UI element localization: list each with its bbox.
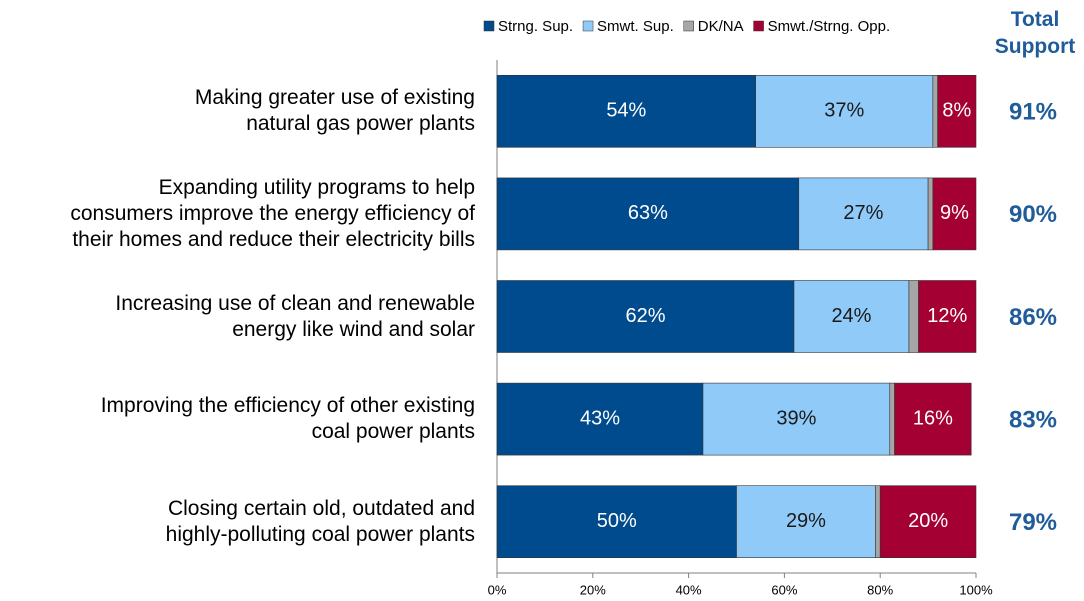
- data-label: 9%: [940, 202, 969, 224]
- legend-swatch: [582, 20, 594, 32]
- x-tick-label: 100%: [959, 582, 993, 597]
- x-tick-label: 0%: [488, 582, 507, 597]
- bar-segment: [496, 75, 756, 148]
- bar-segment: [798, 177, 929, 251]
- category-label: Increasing use of clean and renewable en…: [115, 291, 475, 341]
- bar-segment: [496, 485, 737, 559]
- legend-swatch: [483, 20, 495, 32]
- totals-title: Total Support: [994, 8, 1076, 58]
- data-label: 54%: [606, 100, 646, 122]
- data-label: 27%: [843, 202, 883, 224]
- legend-label: Smwt./Strng. Opp.: [768, 18, 891, 35]
- bar-segment: [755, 75, 934, 148]
- bar-segment: [894, 382, 972, 456]
- legend-label: Strng. Sup.: [498, 18, 573, 35]
- legend-swatch: [753, 20, 764, 32]
- x-tick-label: 40%: [676, 582, 702, 597]
- bar-segment: [932, 177, 977, 251]
- bar-segment: [937, 75, 977, 148]
- bar-segment: [793, 280, 910, 353]
- bar-segment: [496, 177, 800, 251]
- data-label: 24%: [831, 305, 871, 327]
- bar-segment: [875, 485, 881, 559]
- data-label: 62%: [625, 305, 665, 327]
- bar-segment: [918, 280, 977, 353]
- data-label: 16%: [913, 407, 953, 429]
- category-label: Closing certain old, outdated and highly…: [165, 496, 475, 546]
- bar-segment: [908, 280, 919, 353]
- data-label: 12%: [927, 305, 967, 327]
- category-label: Improving the efficiency of other existi…: [100, 394, 475, 444]
- total-label: 90%: [1009, 201, 1057, 228]
- total-label: 91%: [1009, 99, 1057, 126]
- data-label: 50%: [597, 510, 637, 532]
- bar-segment: [496, 382, 704, 456]
- category-label: Expanding utility programs to help consu…: [70, 175, 475, 251]
- bar-segment: [496, 280, 795, 353]
- x-tick-label: 60%: [771, 582, 797, 597]
- bar-segment: [927, 177, 934, 251]
- bar-segment: [932, 75, 938, 148]
- data-label: 39%: [776, 407, 816, 429]
- legend-swatch: [683, 20, 694, 32]
- legend-label: DK/NA: [698, 18, 744, 35]
- data-label: 29%: [786, 510, 826, 532]
- legend-label: Smwt. Sup.: [597, 18, 674, 35]
- bar-segment: [889, 382, 895, 456]
- total-label: 83%: [1009, 406, 1057, 433]
- bar-segment: [879, 485, 977, 559]
- bar-segment: [736, 485, 876, 559]
- total-label: 86%: [1009, 304, 1057, 331]
- data-label: 37%: [824, 100, 864, 122]
- category-label: Making greater use of existing natural g…: [194, 86, 475, 136]
- x-tick-label: 20%: [580, 582, 606, 597]
- data-label: 20%: [908, 510, 948, 532]
- bar-segment: [702, 382, 891, 456]
- total-label: 79%: [1009, 509, 1057, 536]
- x-tick-label: 80%: [867, 582, 893, 597]
- data-label: 43%: [580, 407, 620, 429]
- data-label: 63%: [628, 202, 668, 224]
- data-label: 8%: [942, 100, 971, 122]
